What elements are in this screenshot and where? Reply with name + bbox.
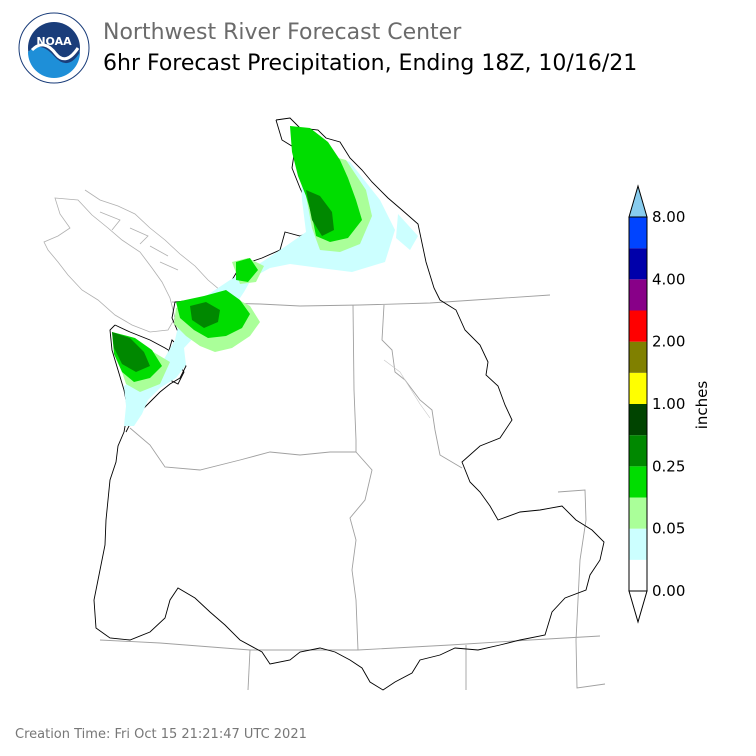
or-ca-nv-border [99, 635, 601, 651]
or-id-border [349, 451, 373, 651]
colorbar-bin-4 [629, 435, 647, 467]
noaa-logo-text: NOAA [36, 35, 72, 48]
colorbar-bin-0 [629, 559, 647, 591]
basin-outline [93, 117, 605, 691]
wa-canada-border [171, 294, 551, 307]
creation-time: Creation Time: Fri Oct 15 21:21:47 UTC 2… [15, 727, 307, 742]
precipitation-map [43, 117, 606, 691]
colorbar-bin-10 [629, 248, 647, 280]
colorbar-tick-label: 4.00 [652, 270, 685, 288]
colorbar-bin-7 [629, 341, 647, 373]
colorbar-frame [628, 216, 648, 592]
colorbar-bin-9 [629, 279, 647, 311]
colorbar-tick-label: 2.00 [652, 333, 685, 351]
colorbar-bin-11 [629, 217, 647, 249]
colorbar-bin-8 [629, 310, 647, 342]
precipitation-colorbar: 0.00 0.05 0.25 1.00 2.00 4.00 8.00 inches [628, 184, 711, 624]
product-title: 6hr Forecast Precipitation, Ending 18Z, … [103, 51, 638, 76]
id-mt-border [381, 304, 463, 469]
wa-or-border [129, 427, 356, 471]
colorbar-tick-label: 8.00 [652, 208, 685, 226]
colorbar-tick-label: 0.25 [652, 457, 685, 475]
colorbar-tick-labels: 0.00 0.05 0.25 1.00 2.00 4.00 8.00 [652, 208, 685, 600]
noaa-logo-icon: NOAA [18, 12, 90, 84]
colorbar-bin-5 [629, 404, 647, 436]
colorbar-bins [629, 217, 647, 591]
colorbar-bin-6 [629, 372, 647, 404]
precip-lightcyan [124, 145, 418, 426]
colorbar-bin-3 [629, 466, 647, 498]
colorbar-tick-label: 0.00 [652, 582, 685, 600]
colorbar-bin-2 [629, 497, 647, 529]
ca-nv-line [247, 649, 251, 691]
colorbar-tick-label: 0.05 [652, 520, 685, 538]
precip-mediumgreen [112, 190, 334, 372]
colorbar-bin-1 [629, 528, 647, 560]
vancouver-island-outline [43, 197, 176, 333]
bc-coastline [84, 189, 234, 303]
wa-id-border [352, 304, 357, 452]
id-wy-border [557, 489, 606, 689]
idaho-river [383, 359, 431, 419]
colorbar-overflow-triangle [628, 184, 648, 218]
colorbar-tick-label: 1.00 [652, 395, 685, 413]
colorbar-underflow-triangle [628, 590, 648, 624]
organization-title: Northwest River Forecast Center [103, 20, 462, 45]
colorbar-unit-label: inches [693, 381, 711, 430]
bc-inlets [99, 211, 179, 271]
